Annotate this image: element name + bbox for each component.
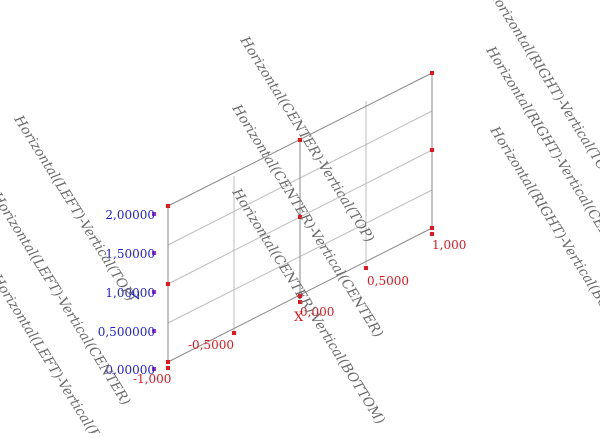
annotation-right-bottom: Horizontal(RIGHT)-Vertical(BOTTOM) xyxy=(486,123,600,354)
marker-point xyxy=(166,360,170,364)
z-tick-label: 1,00000 xyxy=(105,286,155,300)
marker-point xyxy=(152,251,156,255)
z-tick-label: 0,500000 xyxy=(98,325,155,339)
annotation-right-top: Horizontal(RIGHT)-Vertical(TOP) xyxy=(484,0,600,186)
marker-point xyxy=(298,294,302,298)
x-tick-label: 1,000 xyxy=(432,238,466,252)
marker-point xyxy=(152,367,156,371)
marker-point xyxy=(166,282,170,286)
marker-point xyxy=(166,366,170,370)
x-tick-label: -1,000 xyxy=(133,372,171,386)
x-tick-label: -0,5000 xyxy=(188,338,234,352)
z-axis-ticks: 2,00000 1,50000 1,00000 0,500000 0,00000 xyxy=(98,208,155,377)
marker-point xyxy=(232,331,236,335)
marker-points xyxy=(152,71,434,371)
marker-point xyxy=(166,204,170,208)
z-tick-label: 0,00000 xyxy=(105,363,155,377)
x-axis-label: X xyxy=(294,310,304,325)
z-tick-label: 2,00000 xyxy=(105,208,155,222)
marker-point xyxy=(298,300,302,304)
marker-point xyxy=(152,212,156,216)
marker-point xyxy=(152,329,156,333)
marker-point xyxy=(152,290,156,294)
marker-point xyxy=(430,71,434,75)
marker-point xyxy=(364,266,368,270)
marker-point xyxy=(430,148,434,152)
x-tick-label: 0,5000 xyxy=(367,274,409,288)
z-axis-label: Z xyxy=(128,291,143,300)
z-tick-label: 1,50000 xyxy=(105,247,155,261)
marker-point xyxy=(298,138,302,142)
x-axis-ticks: -1,000 -0,5000 0,000 0,5000 1,000 xyxy=(133,238,466,386)
marker-point xyxy=(430,226,434,230)
marker-point xyxy=(298,215,302,219)
x-tick-label: 0,000 xyxy=(300,305,334,319)
marker-point xyxy=(430,232,434,236)
